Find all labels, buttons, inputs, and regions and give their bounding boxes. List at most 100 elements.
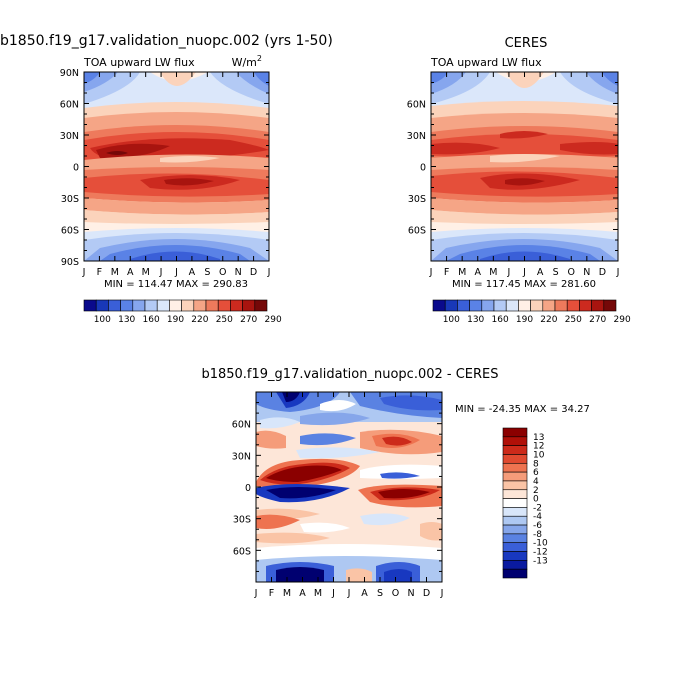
x-tick-label: M [111,267,119,278]
colorbar-swatch [108,299,121,312]
y-tick-label: 60S [61,226,79,237]
y-tick-label: 60N [60,100,79,111]
x-tick-label: D [250,267,257,278]
colorbar-label: -13 [533,556,548,566]
y-tick-label: 30S [408,194,426,205]
colorbar-swatch [502,551,528,561]
x-tick-label: J [347,588,351,599]
diff-title: b1850.f19_g17.validation_nuopc.002 - CER… [201,367,498,382]
colorbar-swatch [603,299,617,312]
colorbar-label: 8 [533,459,539,469]
colorbar-label: 190 [516,315,533,325]
y-tick-label: 60S [233,546,251,557]
colorbar-swatch [502,489,528,499]
x-tick-label: N [235,267,242,278]
model-units-text: W/m [232,56,257,69]
colorbar-swatch [444,299,458,312]
colorbar-label: 190 [167,315,184,325]
x-tick-label: J [159,267,163,278]
colorbar-swatch [156,299,170,312]
model-title: b1850.f19_g17.validation_nuopc.002 (yrs … [0,33,333,49]
model-panel: b1850.f19_g17.validation_nuopc.002 (yrs … [0,33,333,325]
x-tick-label: J [267,267,271,278]
colorbar-swatch [502,480,528,491]
x-tick-label: N [407,588,414,599]
colorbar-label: 290 [265,315,282,325]
colorbar-swatch [502,533,528,544]
x-tick-label: J [522,267,526,278]
obs-stats: MIN = 117.45 MAX = 281.60 [452,279,596,290]
colorbar-label: -12 [533,548,548,558]
x-tick-label: J [174,267,178,278]
x-tick-label: J [254,588,258,599]
colorbar-label: 250 [216,315,233,325]
y-tick-label: 30N [232,451,251,462]
y-tick-label: 30N [407,131,426,142]
colorbar-swatch [502,568,528,579]
colorbar-swatch [242,299,256,312]
colorbar-label: -8 [533,530,542,540]
colorbar-swatch [95,299,109,312]
colorbar-swatch [217,299,231,312]
diff-stats: MIN = -24.35 MAX = 34.27 [455,404,590,415]
model-colorbar: 100 130 160 190 220 250 270 290 [83,299,282,325]
colorbar-label: 4 [533,477,539,487]
colorbar-swatch [432,299,446,312]
colorbar-label: 220 [191,315,208,325]
y-tick-label: 0 [73,163,79,174]
y-tick-label: 60N [407,100,426,111]
x-tick-label: S [377,588,383,599]
colorbar-label: 270 [240,315,257,325]
x-tick-label: A [475,267,482,278]
x-tick-label: O [568,267,575,278]
colorbar-label: 290 [614,315,631,325]
colorbar-swatch [457,299,470,312]
colorbar-swatch [502,436,528,446]
x-tick-label: M [142,267,150,278]
x-tick-label: F [269,588,274,599]
y-tick-label: 90N [60,68,79,79]
colorbar-swatch [493,299,507,312]
obs-field [431,72,618,261]
model-field [84,72,269,261]
colorbar-swatch [505,299,519,312]
model-units-label: W/m2 [232,54,262,69]
colorbar-label: 250 [565,315,582,325]
x-tick-label: J [440,588,444,599]
colorbar-label: -4 [533,512,542,522]
colorbar-label: 220 [540,315,557,325]
colorbar-swatch [502,560,528,570]
x-tick-label: D [423,588,430,599]
colorbar-swatch [502,515,528,526]
colorbar-label: 100 [94,315,111,325]
obs-title: CERES [505,36,548,51]
x-tick-label: F [97,267,102,278]
x-tick-label: N [583,267,590,278]
colorbar-label: -10 [533,539,548,549]
colorbar-swatch [205,299,219,312]
x-tick-label: A [537,267,544,278]
colorbar-label: -2 [533,503,542,513]
diff-panel: b1850.f19_g17.validation_nuopc.002 - CER… [201,367,589,599]
x-tick-label: S [553,267,559,278]
colorbar-swatch [502,524,528,535]
colorbar-swatch [502,454,528,464]
colorbar-swatch [530,299,544,312]
x-tick-label: J [616,267,620,278]
model-units-sup: 2 [257,54,262,63]
colorbar-swatch [542,299,556,312]
colorbar-label: 160 [143,315,160,325]
y-tick-label: 30S [233,515,251,526]
x-tick-label: A [361,588,368,599]
colorbar-label: 130 [118,315,135,325]
colorbar-label: 2 [533,486,539,496]
x-tick-label: M [458,267,466,278]
colorbar-swatch [144,299,158,312]
colorbar-swatch [502,471,528,482]
colorbar-swatch [193,299,207,312]
x-tick-label: A [127,267,134,278]
